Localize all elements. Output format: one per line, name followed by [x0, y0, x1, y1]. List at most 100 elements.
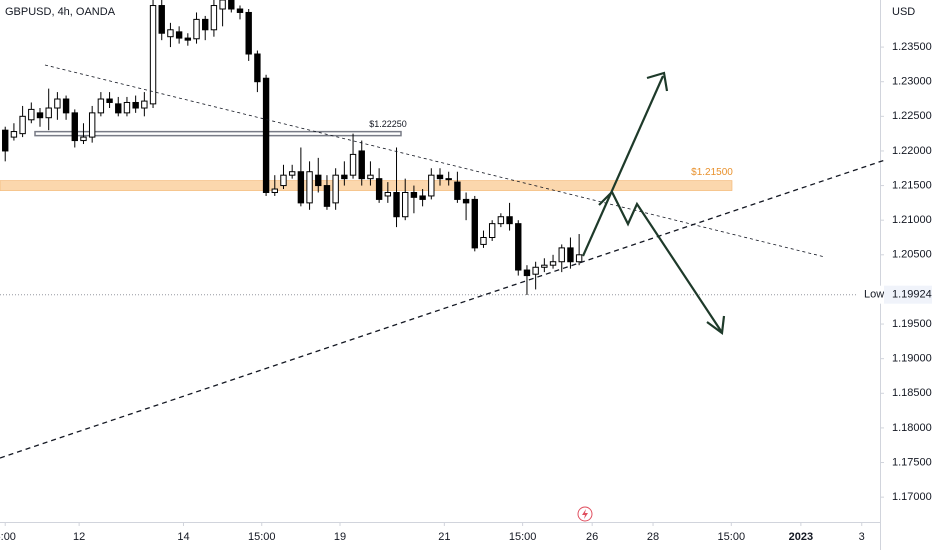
candle-body [349, 153, 357, 176]
x-tick-label: 14 [177, 531, 189, 543]
candle-body [245, 11, 252, 55]
y-tick-label: 1.23500 [892, 41, 932, 53]
candle-body [471, 198, 478, 249]
y-tick-label: 1.19500 [892, 318, 932, 330]
candle-body [393, 191, 400, 218]
candle-body [62, 98, 70, 114]
chart-title: GBPUSD, 4h, OANDA [5, 6, 116, 18]
bearish-arrowhead [706, 315, 726, 336]
bearish-arrow [598, 190, 722, 332]
x-tick-label: 15:00 [509, 531, 537, 543]
candle-body [575, 254, 583, 263]
candle-body [80, 136, 87, 142]
candle-body [184, 37, 192, 41]
axis-label: USD [892, 6, 915, 18]
candle-body [567, 247, 574, 263]
candle-body [88, 112, 96, 138]
candle-body [158, 5, 165, 34]
candle-body [288, 171, 296, 176]
candle-body [149, 5, 157, 105]
candle-body [123, 101, 131, 114]
candle-body [141, 100, 148, 109]
candle-body [167, 29, 174, 38]
candle-body [236, 8, 244, 13]
candle-body [428, 174, 435, 197]
candle-body [358, 150, 365, 180]
candle-body [315, 174, 322, 187]
y-tick-label: 1.20500 [892, 249, 932, 261]
candle-body [19, 115, 26, 135]
candle-body [97, 98, 105, 114]
candle-body [454, 181, 461, 200]
y-tick-label: 1.21000 [892, 214, 932, 226]
support-trendline [0, 159, 886, 459]
x-tick-label: 28 [647, 531, 659, 543]
candle-body [54, 98, 61, 109]
candle-body [341, 174, 348, 180]
candle-body [515, 223, 522, 271]
level-band [34, 130, 402, 137]
candle-body [306, 171, 313, 204]
bullish-arrowhead [646, 71, 669, 92]
candle-body [175, 31, 183, 39]
candle-body [2, 129, 9, 152]
level-band [0, 180, 733, 191]
candle-body [367, 174, 374, 180]
candle-body [462, 198, 470, 204]
level-label: $1.21500 [691, 167, 733, 178]
candle-body [45, 107, 52, 119]
y-tick-label: 1.19000 [892, 353, 932, 365]
low-price: 1.19924 [892, 289, 932, 301]
candle-body [532, 266, 539, 275]
candle-body [71, 112, 78, 142]
candle-body [445, 178, 452, 181]
low-price-box [884, 285, 932, 304]
candle-body [219, 0, 226, 10]
x-tick-label: 26 [586, 531, 598, 543]
candle-body [193, 18, 200, 40]
y-tick-label: 1.22000 [892, 145, 932, 157]
candle-body [132, 101, 139, 109]
candle-body [228, 0, 235, 10]
candle-body [262, 77, 270, 193]
candle-body [28, 108, 35, 121]
y-tick-label: 1.18000 [892, 422, 932, 434]
candle-body [402, 191, 409, 218]
candle-body [375, 178, 383, 200]
candle-body [106, 98, 113, 103]
y-tick-label: 1.18500 [892, 387, 932, 399]
candle-body [115, 103, 122, 114]
y-tick-label: 1.22500 [892, 110, 932, 122]
candle-body [419, 195, 426, 200]
low-label: Low [864, 289, 884, 301]
x-tick-label: 19 [334, 531, 346, 543]
candle-body [410, 191, 418, 198]
candle-body [384, 191, 392, 197]
candle-body [497, 216, 505, 225]
low-label-box [858, 285, 884, 304]
x-tick-label: 12 [73, 531, 85, 543]
x-tick-label: 21 [438, 531, 450, 543]
candle-body [323, 185, 331, 207]
candle-body [488, 223, 496, 238]
x-tick-label: 15:00 [718, 531, 746, 543]
resistance-trendline [44, 64, 826, 258]
y-tick-label: 1.21500 [892, 179, 932, 191]
x-tick-label: 5:00 [0, 531, 16, 543]
candle-body [297, 171, 305, 204]
x-tick-label: 2023 [789, 531, 813, 543]
plot-area [0, 0, 880, 296]
y-tick-label: 1.17000 [892, 491, 932, 503]
candle-body [523, 269, 531, 277]
candle-body [254, 53, 261, 83]
y-tick-label: 1.23000 [892, 76, 932, 88]
x-tick-label: 3 [859, 531, 865, 543]
candle-body [202, 18, 209, 31]
candle-body [558, 247, 565, 263]
candle-body [332, 174, 339, 204]
candle-body [436, 174, 444, 180]
candle-body [280, 174, 287, 187]
candle-body [10, 131, 18, 138]
